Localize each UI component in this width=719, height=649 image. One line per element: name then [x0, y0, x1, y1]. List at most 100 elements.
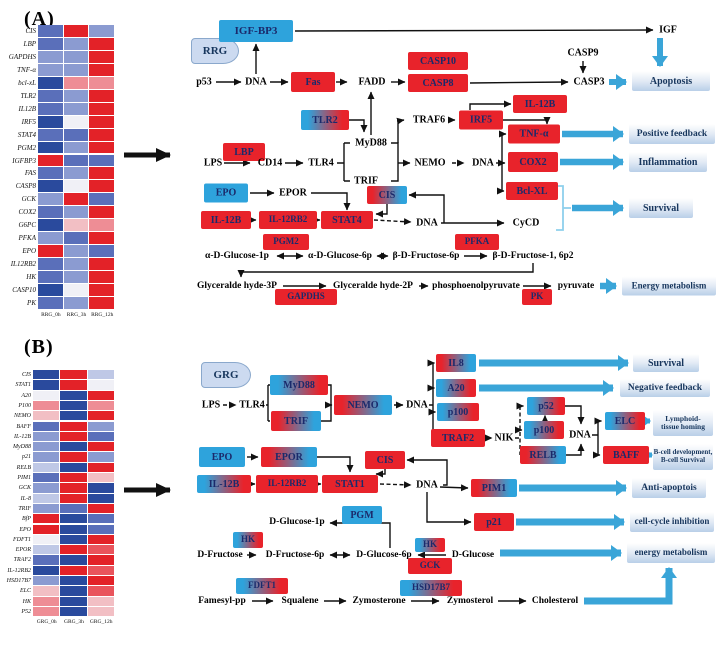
heatmap-row-label: IL-8 — [20, 495, 31, 502]
heatmap-cell — [89, 154, 116, 168]
fadd-label: FADD — [358, 76, 386, 88]
cellcycle-outcome: cell-cycle inhibition — [630, 512, 714, 532]
heatmap-cell — [89, 89, 116, 103]
heatmap-row-label: GCK — [18, 485, 31, 492]
heatmap-cell — [60, 555, 88, 566]
zymosterol-label: Zymosterol — [446, 595, 494, 606]
dna-label-2: DNA — [472, 157, 494, 169]
heatmap-cell — [63, 167, 90, 181]
heatmap-cell — [89, 128, 116, 142]
dna-label-b3: DNA — [416, 479, 438, 491]
heatmap-cell — [63, 102, 90, 116]
heatmap-cell — [60, 576, 88, 587]
heatmap-row-label: P100 — [18, 402, 31, 409]
epo-box-b: EPO — [199, 447, 245, 467]
heatmap-cell — [38, 296, 64, 310]
heatmap-cell — [38, 193, 64, 207]
pathway-arrow — [503, 117, 551, 125]
dna-label-b2: DNA — [569, 429, 591, 441]
heatmap-row-label: GAPDHS — [8, 52, 36, 61]
fas-box: Fas — [291, 72, 335, 92]
heatmap-row-label: G6PC — [18, 221, 37, 230]
hk-box-1: HK — [233, 532, 263, 548]
pyruvate-label: pyruvate — [557, 280, 595, 291]
igf-bp3-box: IGF-BP3 — [219, 20, 293, 42]
heatmap-cell — [33, 565, 61, 576]
heatmap-cell — [33, 370, 61, 381]
grg-bubble: GRG — [201, 362, 251, 388]
heatmap-cell — [63, 63, 90, 77]
survival-outcome-a: Survival — [629, 198, 693, 218]
casp9-label: CASP9 — [567, 47, 599, 59]
dglucose-label: D-Glucose — [451, 549, 495, 560]
heatmap-row-label: MyD88 — [13, 444, 31, 451]
heatmap-cell — [89, 296, 116, 310]
heatmap-cell — [38, 167, 64, 181]
pathway-arrow — [565, 405, 585, 425]
heatmap-row-label: PIM1 — [17, 475, 31, 481]
heatmap-cell — [89, 167, 116, 181]
irf5-box: IRF5 — [459, 110, 503, 130]
heatmap-cell — [63, 89, 90, 103]
heatmap-cell — [89, 102, 116, 116]
il12b-box-b: IL-12B — [197, 475, 251, 493]
nik-label: NIK — [494, 432, 514, 444]
pathway-arrow — [391, 142, 399, 182]
cycd-label: CyCD — [512, 217, 540, 229]
lps-label-a: LPS — [203, 157, 223, 169]
heatmap-row-label: CASP8 — [15, 182, 36, 191]
p100-box-2: p100 — [524, 421, 564, 439]
il12rb2-box-b: IL-12RB2 — [256, 475, 318, 493]
elc-box: ELC — [605, 412, 645, 430]
dna-label-1: DNA — [245, 76, 267, 88]
heatmap-cell — [60, 493, 88, 504]
heatmap-cell — [33, 555, 61, 566]
heatmap-cell — [38, 89, 64, 103]
heatmap-row-label: ELC — [19, 588, 31, 595]
pathway-arrow — [266, 384, 270, 422]
heatmap-row-label: IL-12B — [14, 433, 31, 440]
heatmap-cell — [38, 206, 64, 220]
tnfa-box: TNF-α — [508, 124, 560, 144]
trif-box-b: TRIF — [271, 411, 321, 431]
heatmap-col-label: GRG_12h — [89, 619, 113, 626]
heatmap-cell — [89, 63, 116, 77]
heatmap-row-label: CIS — [25, 27, 37, 35]
heatmap-cell — [60, 586, 88, 597]
heatmap-cell — [38, 76, 64, 90]
heatmap-cell — [33, 524, 61, 535]
heatmap-row-label: IRF5 — [21, 117, 36, 126]
pathway-arrow — [469, 78, 569, 86]
heatmap-row-label: STAT4 — [17, 130, 36, 139]
heatmap-cell — [87, 586, 115, 597]
pathway-arrow — [375, 204, 388, 218]
energy-metabolism-outcome-b: energy metabolism — [627, 543, 715, 563]
energy-metabolism-outcome-a: Energy metabolism — [622, 276, 716, 296]
heatmap-row-label: HK — [22, 598, 31, 605]
heatmap-cell — [89, 50, 116, 64]
heatmap-cell — [38, 128, 64, 142]
panel-label: (B) — [24, 336, 54, 358]
heatmap-cell — [87, 606, 115, 618]
traf6-label: TRAF6 — [412, 114, 446, 126]
heatmap-cell — [33, 400, 61, 412]
pk-box: PK — [522, 289, 552, 305]
heatmap-cell — [33, 380, 61, 391]
pathway-arrow — [429, 363, 434, 437]
heatmap-col-label: RRG_3h — [66, 311, 87, 318]
heatmap-col-label: RRG_12h — [91, 311, 114, 318]
heatmap-cell — [87, 596, 115, 607]
heatmap-cell — [60, 473, 88, 484]
heatmap-row-label: BfP — [22, 516, 31, 523]
tlr2-box: TLR2 — [301, 110, 349, 130]
heatmap-row-label: TRIF — [18, 505, 31, 512]
heatmap-cell — [60, 431, 88, 443]
heatmap-cell — [89, 232, 116, 246]
heatmap-cell — [38, 180, 64, 194]
glucose6p-label: α-D-Glucose-6p — [308, 250, 372, 261]
dna-label-3: DNA — [416, 217, 438, 229]
heatmap-cell — [87, 473, 115, 484]
il8-box: IL8 — [436, 354, 476, 372]
pim1-box: PIM1 — [471, 479, 517, 497]
heatmap-cell — [60, 380, 88, 391]
